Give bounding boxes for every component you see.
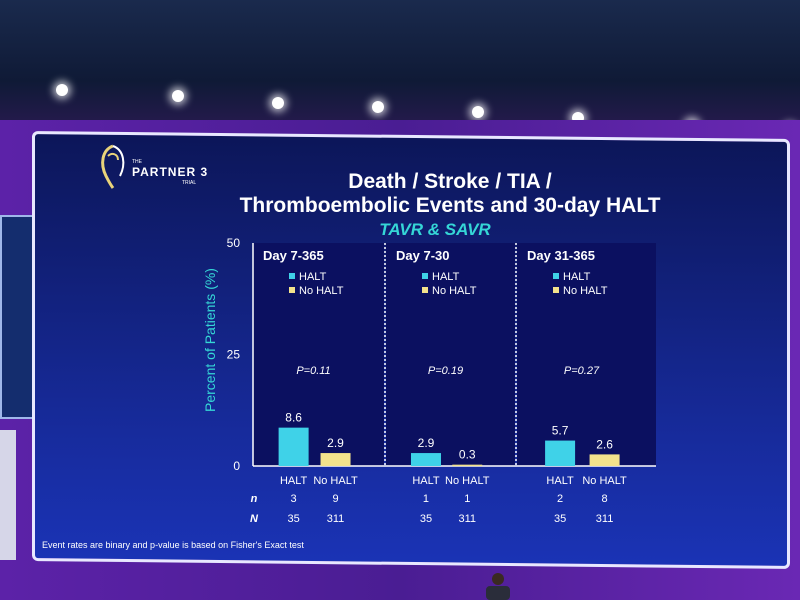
legend-swatch-no-halt bbox=[289, 287, 295, 293]
x-category-label: HALT bbox=[280, 475, 308, 487]
N-value: 35 bbox=[420, 513, 432, 525]
legend-label-no-halt: No HALT bbox=[299, 285, 344, 297]
presenter-figure-icon bbox=[486, 573, 510, 600]
p-value-label: P=0.27 bbox=[564, 365, 600, 377]
N-value: 35 bbox=[554, 513, 566, 525]
x-category-label: HALT bbox=[412, 475, 440, 487]
data-label: 8.6 bbox=[285, 411, 302, 425]
ceiling-light bbox=[372, 101, 384, 113]
ceiling bbox=[0, 0, 800, 135]
logo-text-trial: TRIAL bbox=[182, 180, 197, 186]
data-label: 2.9 bbox=[418, 436, 435, 450]
data-label: 5.7 bbox=[552, 424, 569, 438]
n-value: 2 bbox=[557, 493, 563, 505]
x-category-label: HALT bbox=[546, 475, 574, 487]
ceiling-light bbox=[56, 84, 68, 96]
side-screen-lower bbox=[0, 430, 16, 560]
y-tick-label: 25 bbox=[227, 348, 241, 362]
panel-background bbox=[253, 243, 384, 466]
N-value: 35 bbox=[287, 513, 299, 525]
n-value: 1 bbox=[464, 493, 470, 505]
bar-no-halt bbox=[589, 454, 620, 466]
panel-background bbox=[517, 243, 656, 466]
partner-logo-icon bbox=[101, 144, 125, 189]
bar-halt bbox=[278, 427, 309, 466]
slide-title-line2: Thromboembolic Events and 30-day HALT bbox=[239, 194, 661, 217]
legend-swatch-halt bbox=[422, 273, 428, 279]
N-value: 311 bbox=[327, 513, 345, 525]
slide-title-line1: Death / Stroke / TIA / bbox=[348, 170, 552, 193]
x-category-label: No HALT bbox=[582, 475, 627, 487]
bar-halt bbox=[545, 440, 576, 466]
legend-label-no-halt: No HALT bbox=[563, 285, 608, 297]
bar-halt bbox=[410, 453, 441, 466]
legend-swatch-halt bbox=[289, 273, 295, 279]
logo-text-the: THE bbox=[132, 159, 142, 165]
bar-no-halt bbox=[320, 453, 351, 466]
legend-label-no-halt: No HALT bbox=[432, 285, 477, 297]
n-value: 1 bbox=[423, 493, 429, 505]
panel-title: Day 7-30 bbox=[396, 248, 449, 263]
n-value: 9 bbox=[332, 493, 338, 505]
data-label: 2.9 bbox=[327, 436, 344, 450]
footnote: Event rates are binary and p-value is ba… bbox=[42, 540, 304, 550]
legend-label-halt: HALT bbox=[432, 271, 460, 283]
row-label-N: N bbox=[250, 513, 259, 525]
bar-no-halt bbox=[452, 464, 483, 467]
slide-subtitle: TAVR & SAVR bbox=[379, 220, 491, 239]
legend-label-halt: HALT bbox=[299, 271, 327, 283]
data-label: 2.6 bbox=[596, 437, 613, 451]
panel-background bbox=[386, 243, 515, 466]
n-value: 3 bbox=[291, 493, 297, 505]
logo-text-partner: PARTNER 3 bbox=[132, 165, 209, 179]
ceiling-light bbox=[172, 90, 184, 102]
n-value: 8 bbox=[602, 493, 608, 505]
legend-label-halt: HALT bbox=[563, 271, 591, 283]
panel-title: Day 31-365 bbox=[527, 248, 595, 263]
N-value: 311 bbox=[458, 513, 476, 525]
x-category-label: No HALT bbox=[313, 475, 358, 487]
N-value: 311 bbox=[596, 513, 614, 525]
data-label: 0.3 bbox=[459, 448, 476, 462]
p-value-label: P=0.19 bbox=[428, 365, 463, 377]
y-tick-label: 0 bbox=[233, 459, 240, 473]
legend-swatch-halt bbox=[553, 273, 559, 279]
row-label-n: n bbox=[251, 493, 258, 505]
panel-title: Day 7-365 bbox=[263, 248, 324, 263]
ceiling-light bbox=[272, 97, 284, 109]
x-category-label: No HALT bbox=[445, 475, 490, 487]
legend-swatch-no-halt bbox=[422, 287, 428, 293]
p-value-label: P=0.11 bbox=[296, 365, 330, 377]
ceiling-light bbox=[472, 106, 484, 118]
legend-swatch-no-halt bbox=[553, 287, 559, 293]
y-tick-label: 50 bbox=[227, 236, 241, 250]
